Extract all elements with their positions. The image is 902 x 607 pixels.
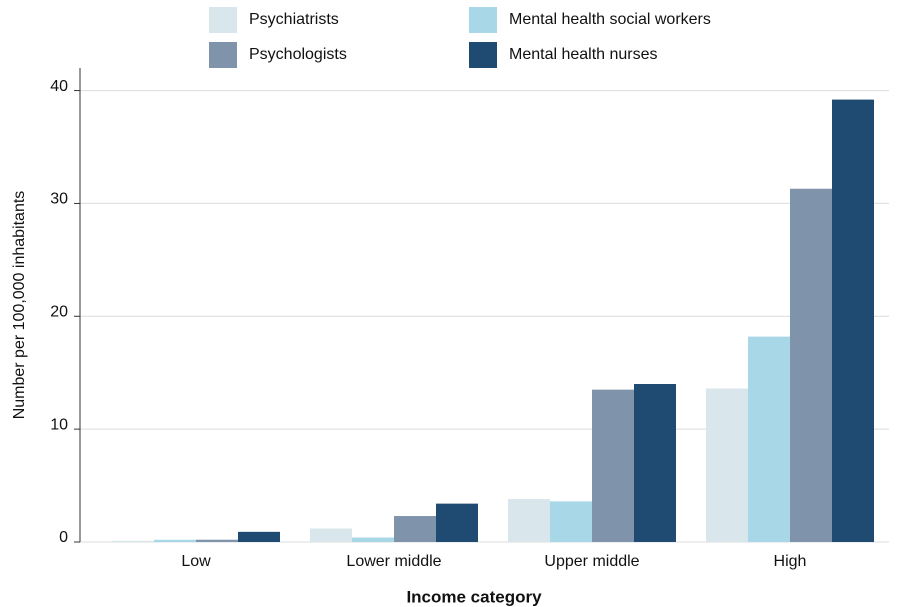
legend-swatch — [469, 42, 497, 68]
bar — [748, 336, 790, 542]
legend-label: Psychiatrists — [249, 11, 339, 28]
y-tick-label: 20 — [50, 304, 68, 321]
x-tick-label: Upper middle — [544, 553, 639, 570]
legend-label: Psychologists — [249, 46, 347, 63]
bar — [394, 516, 436, 542]
bar — [310, 528, 352, 542]
bar — [706, 388, 748, 542]
y-tick-label: 10 — [50, 416, 68, 433]
x-axis-title: Income category — [406, 587, 542, 606]
legend-swatch — [209, 42, 237, 68]
legend-label: Mental health social workers — [509, 11, 711, 28]
bar — [550, 501, 592, 542]
y-tick-label: 40 — [50, 78, 68, 95]
legend-swatch — [209, 7, 237, 33]
bar — [196, 539, 238, 542]
bar — [352, 537, 394, 542]
x-tick-label: Low — [181, 553, 211, 570]
bar — [436, 503, 478, 542]
y-tick-label: 0 — [59, 529, 68, 546]
bar — [832, 99, 874, 542]
bar — [592, 389, 634, 542]
bar — [154, 539, 196, 542]
bar — [508, 499, 550, 542]
y-axis-title: Number per 100,000 inhabitants — [11, 191, 28, 420]
legend-label: Mental health nurses — [509, 46, 658, 63]
bar — [790, 188, 832, 542]
x-tick-label: Lower middle — [346, 553, 441, 570]
legend-swatch — [469, 7, 497, 33]
bar — [112, 540, 154, 542]
bar — [634, 384, 676, 542]
x-tick-label: High — [774, 553, 807, 570]
y-tick-label: 30 — [50, 191, 68, 208]
bar — [238, 531, 280, 542]
